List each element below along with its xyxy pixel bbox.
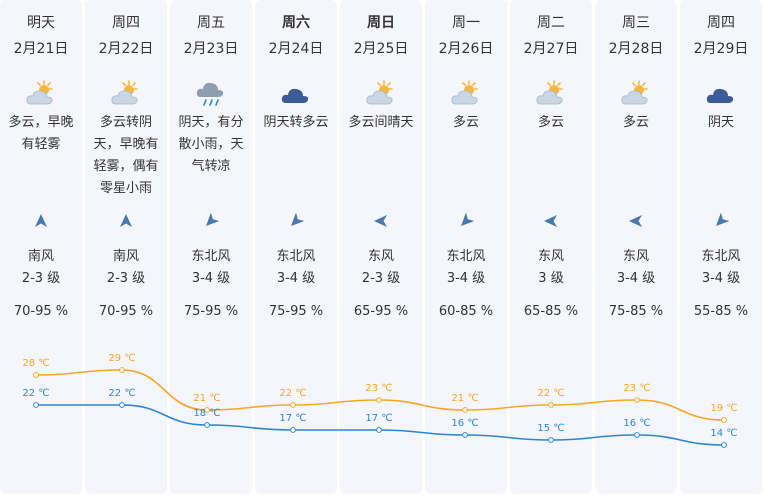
weather-description: 阴天，有分散小雨，天气转凉 — [178, 115, 244, 174]
humidity: 75-95 % — [183, 304, 239, 319]
partly-cloudy-sun-icon — [425, 79, 507, 109]
wind-arrow-west-icon — [510, 213, 592, 229]
wind-level: 3-4 级 — [276, 271, 316, 286]
day-name: 周六 — [282, 15, 310, 31]
wind-direction: 东风 — [367, 249, 394, 264]
wind-arrow-southwest-icon — [170, 213, 252, 229]
humidity: 70-95 % — [13, 304, 69, 319]
wind-level: 3 级 — [538, 271, 564, 286]
humidity: 75-95 % — [268, 304, 324, 319]
humidity: 65-95 % — [353, 304, 409, 319]
weather-description: 多云 — [452, 115, 479, 130]
humidity: 75-85 % — [608, 304, 664, 319]
day-name: 周四 — [707, 15, 735, 31]
day-name: 周一 — [452, 15, 480, 31]
cloud-icon — [255, 79, 337, 109]
wind-arrow-north-icon — [0, 213, 82, 229]
day-column-8[interactable]: 周三 2月28日 多云 东风 3-4 级 75-85 % — [595, 0, 677, 494]
day-name: 周二 — [537, 15, 565, 31]
partly-cloudy-sun-icon — [340, 79, 422, 109]
wind-level: 2-3 级 — [106, 271, 146, 286]
day-date: 2月25日 — [353, 41, 409, 57]
day-column-2[interactable]: 周四 2月22日 多云转阴天，早晚有轻雾，偶有零星小雨 南风 2-3 级 70-… — [85, 0, 167, 494]
wind-direction: 南风 — [27, 249, 54, 264]
weather-description: 阴天 — [707, 115, 734, 130]
partly-cloudy-sun-icon — [510, 79, 592, 109]
day-name: 周五 — [197, 15, 225, 31]
cloud-icon — [680, 79, 762, 109]
day-column-1[interactable]: 明天 2月21日 多云，早晚有轻雾 南风 2-3 级 70-95 % — [0, 0, 82, 494]
day-name: 周三 — [622, 15, 650, 31]
humidity: 65-85 % — [523, 304, 579, 319]
wind-arrow-west-icon — [595, 213, 677, 229]
day-date: 2月27日 — [523, 41, 579, 57]
day-column-7[interactable]: 周二 2月27日 多云 东风 3 级 65-85 % — [510, 0, 592, 494]
humidity: 60-85 % — [438, 304, 494, 319]
partly-cloudy-sun-icon — [595, 79, 677, 109]
day-column-4[interactable]: 周六 2月24日 阴天转多云 东北风 3-4 级 75-95 % — [255, 0, 337, 494]
humidity: 70-95 % — [98, 304, 154, 319]
day-column-9[interactable]: 周四 2月29日 阴天 东北风 3-4 级 55-85 % — [680, 0, 762, 494]
partly-cloudy-sun-icon — [85, 79, 167, 109]
wind-direction: 东北风 — [446, 249, 486, 264]
partly-cloudy-sun-icon — [0, 79, 82, 109]
day-date: 2月23日 — [183, 41, 239, 57]
wind-direction: 东北风 — [191, 249, 231, 264]
wind-direction: 东北风 — [276, 249, 316, 264]
wind-direction: 东北风 — [701, 249, 741, 264]
day-date: 2月28日 — [608, 41, 664, 57]
wind-direction: 东风 — [537, 249, 564, 264]
day-column-6[interactable]: 周一 2月26日 多云 东北风 3-4 级 60-85 % — [425, 0, 507, 494]
weather-description: 多云转阴天，早晚有轻雾，偶有零星小雨 — [93, 115, 159, 196]
day-name: 明天 — [27, 15, 55, 31]
wind-level: 3-4 级 — [701, 271, 741, 286]
wind-level: 2-3 级 — [21, 271, 61, 286]
day-column-5[interactable]: 周日 2月25日 多云间晴天 东风 2-3 级 65-95 % — [340, 0, 422, 494]
day-date: 2月29日 — [693, 41, 749, 57]
wind-arrow-west-icon — [340, 213, 422, 229]
wind-direction: 东风 — [622, 249, 649, 264]
day-name: 周日 — [367, 15, 395, 31]
humidity: 55-85 % — [693, 304, 749, 319]
wind-arrow-north-icon — [85, 213, 167, 229]
wind-arrow-southwest-icon — [680, 213, 762, 229]
day-name: 周四 — [112, 15, 140, 31]
wind-level: 3-4 级 — [191, 271, 231, 286]
day-column-3[interactable]: 周五 2月23日 阴天，有分散小雨，天气转凉 东北风 3-4 级 75-95 % — [170, 0, 252, 494]
weather-description: 多云间晴天 — [348, 115, 414, 130]
weather-description: 多云，早晚有轻雾 — [8, 115, 74, 152]
wind-level: 3-4 级 — [446, 271, 486, 286]
wind-arrow-southwest-icon — [255, 213, 337, 229]
wind-level: 2-3 级 — [361, 271, 401, 286]
day-date: 2月22日 — [98, 41, 154, 57]
weather-description: 阴天转多云 — [263, 115, 329, 130]
weather-description: 多云 — [537, 115, 564, 130]
cloud-rain-icon — [170, 79, 252, 109]
day-date: 2月26日 — [438, 41, 494, 57]
wind-level: 3-4 级 — [616, 271, 656, 286]
day-date: 2月21日 — [13, 41, 69, 57]
weather-description: 多云 — [622, 115, 649, 130]
wind-arrow-southwest-icon — [425, 213, 507, 229]
wind-direction: 南风 — [112, 249, 139, 264]
day-date: 2月24日 — [268, 41, 324, 57]
